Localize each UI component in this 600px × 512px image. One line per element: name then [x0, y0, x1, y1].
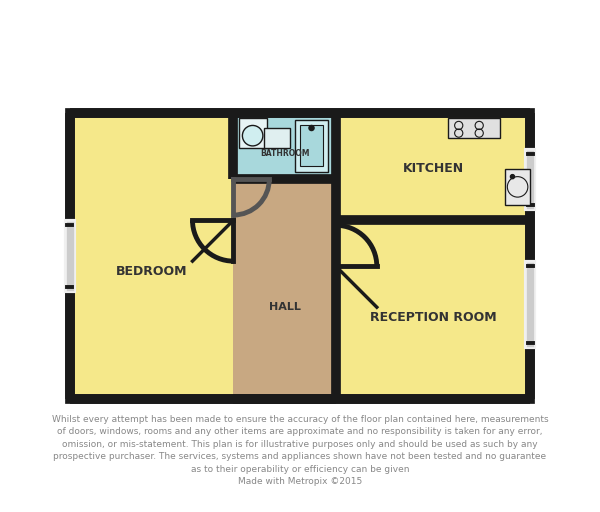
Bar [233, 113, 336, 179]
Bar [505, 169, 530, 205]
Text: RECEPTION ROOM: RECEPTION ROOM [370, 311, 496, 324]
Circle shape [309, 125, 314, 131]
Bar [264, 128, 290, 148]
Bar [300, 125, 323, 166]
Text: Whilst every attempt has been made to ensure the accuracy of the floor plan cont: Whilst every attempt has been made to en… [52, 415, 548, 486]
Text: HALL: HALL [269, 302, 301, 312]
Circle shape [511, 175, 515, 179]
Bar [70, 113, 233, 399]
Bar [336, 220, 530, 399]
Text: BEDROOM: BEDROOM [116, 265, 187, 278]
Ellipse shape [242, 125, 263, 146]
Bar [70, 113, 530, 399]
Bar [239, 118, 267, 148]
Bar [336, 113, 530, 220]
Bar [233, 179, 336, 399]
Text: BATHROOM: BATHROOM [260, 149, 310, 158]
Bar [295, 120, 328, 172]
Bar [448, 118, 500, 138]
Text: KITCHEN: KITCHEN [403, 162, 464, 176]
